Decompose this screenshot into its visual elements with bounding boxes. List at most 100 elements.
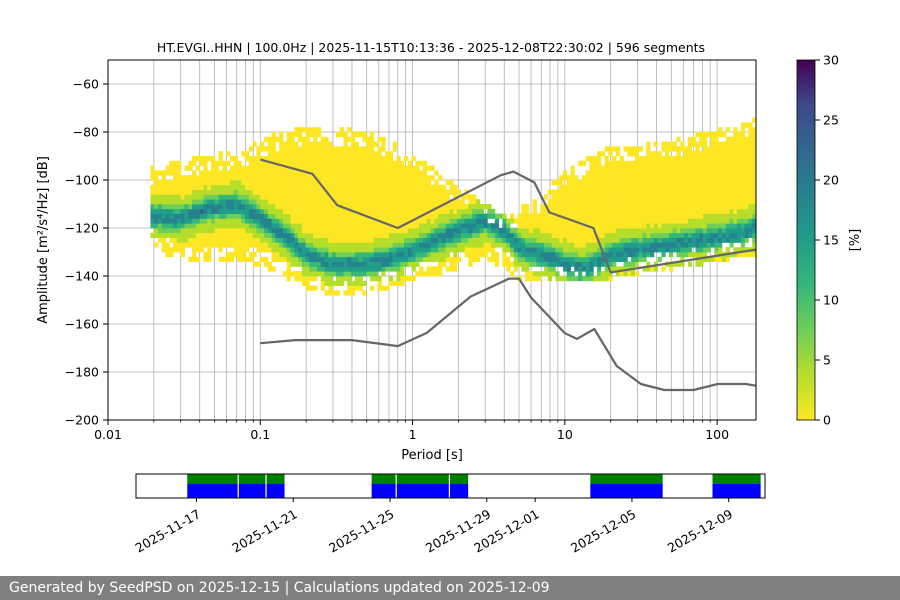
- psd-cell: [691, 165, 696, 171]
- psd-cell: [211, 170, 216, 176]
- psd-cell: [525, 242, 530, 248]
- psd-cell: [373, 175, 378, 181]
- psd-cell: [422, 223, 428, 229]
- psd-cell: [320, 194, 325, 200]
- psd-cell: [385, 228, 390, 234]
- psd-cell: [354, 204, 360, 210]
- psd-cell: [165, 252, 170, 258]
- psd-cell: [358, 132, 363, 138]
- psd-cell: [551, 261, 556, 267]
- psd-cell: [328, 184, 333, 190]
- psd-cell: [305, 208, 310, 214]
- psd-cell: [241, 252, 246, 258]
- psd-cell: [362, 160, 367, 166]
- psd-cell: [422, 218, 428, 224]
- psd-cell: [532, 232, 537, 238]
- psd-cell: [547, 232, 553, 238]
- psd-cell: [744, 252, 749, 258]
- psd-cell: [150, 232, 155, 238]
- psd-cell: [737, 151, 742, 157]
- psd-cell: [695, 237, 700, 243]
- psd-cell: [282, 218, 288, 224]
- psd-cell: [498, 242, 503, 248]
- psd-cell: [653, 232, 658, 238]
- psd-cell: [218, 160, 223, 166]
- colorbar-gradient: [797, 60, 815, 420]
- psd-cell: [657, 256, 662, 262]
- psd-cell: [381, 247, 386, 253]
- psd-cell: [282, 160, 288, 166]
- psd-cell: [615, 252, 621, 258]
- psd-cell: [290, 136, 295, 142]
- psd-cell: [650, 252, 655, 258]
- psd-cell: [574, 223, 579, 229]
- psd-cell: [305, 237, 310, 243]
- psd-cell: [351, 189, 356, 195]
- psd-cell: [513, 247, 518, 253]
- psd-cell: [366, 170, 371, 176]
- psd-cell: [252, 218, 257, 224]
- psd-cell: [335, 132, 341, 138]
- psd-cell: [544, 213, 549, 219]
- psd-cell: [472, 223, 477, 229]
- psd-cell: [502, 223, 507, 229]
- psd-cell: [358, 180, 363, 186]
- data-gap: [237, 474, 239, 498]
- psd-cell: [366, 184, 371, 190]
- psd-cell: [324, 237, 329, 243]
- psd-cell: [748, 165, 753, 171]
- psd-cell: [332, 237, 337, 243]
- psd-cell: [646, 252, 651, 258]
- psd-cell: [169, 165, 174, 171]
- psd-cell: [441, 261, 447, 267]
- psd-cell: [241, 228, 246, 234]
- psd-cell: [536, 213, 541, 219]
- psd-cell: [396, 276, 401, 282]
- psd-cell: [294, 252, 299, 258]
- psd-cell: [339, 276, 344, 282]
- psd-cell: [248, 146, 254, 152]
- psd-cell: [528, 223, 534, 229]
- psd-chart: HT.EVGI..HHN | 100.0Hz | 2025-11-15T10:1…: [36, 40, 863, 556]
- psd-cell: [733, 165, 738, 171]
- psd-cell: [589, 247, 594, 253]
- psd-cell: [407, 194, 412, 200]
- psd-cell: [161, 175, 166, 181]
- psd-cell: [740, 156, 746, 162]
- psd-cell: [718, 232, 723, 238]
- psd-cell: [313, 146, 318, 152]
- psd-cell: [388, 156, 394, 162]
- psd-cell: [699, 132, 704, 138]
- psd-cell: [294, 261, 299, 267]
- psd-cell: [347, 160, 352, 166]
- psd-cell: [642, 247, 647, 253]
- psd-cell: [294, 208, 299, 214]
- psd-cell: [267, 160, 272, 166]
- psd-cell: [301, 204, 307, 210]
- psd-cell: [517, 228, 522, 234]
- psd-cell: [373, 170, 378, 176]
- coverage-segment: [187, 474, 285, 484]
- psd-cell: [316, 199, 322, 205]
- psd-cell: [597, 156, 602, 162]
- data-segment: [590, 484, 663, 498]
- psd-cell: [468, 213, 473, 219]
- psd-cell: [362, 194, 367, 200]
- psd-cell: [184, 180, 189, 186]
- psd-cell: [313, 232, 318, 238]
- psd-cell: [332, 252, 337, 258]
- psd-cell: [351, 223, 356, 229]
- psd-cell: [347, 261, 352, 267]
- psd-cell: [472, 252, 477, 258]
- psd-cell: [169, 199, 174, 205]
- psd-cell: [752, 136, 756, 142]
- psd-cell: [184, 184, 189, 190]
- psd-cell: [199, 218, 204, 224]
- psd-cell: [604, 180, 609, 186]
- psd-cell: [233, 208, 238, 214]
- psd-cell: [691, 252, 696, 258]
- psd-cell: [661, 213, 666, 219]
- psd-cell: [687, 228, 693, 234]
- psd-cell: [748, 136, 753, 142]
- psd-cell: [551, 194, 556, 200]
